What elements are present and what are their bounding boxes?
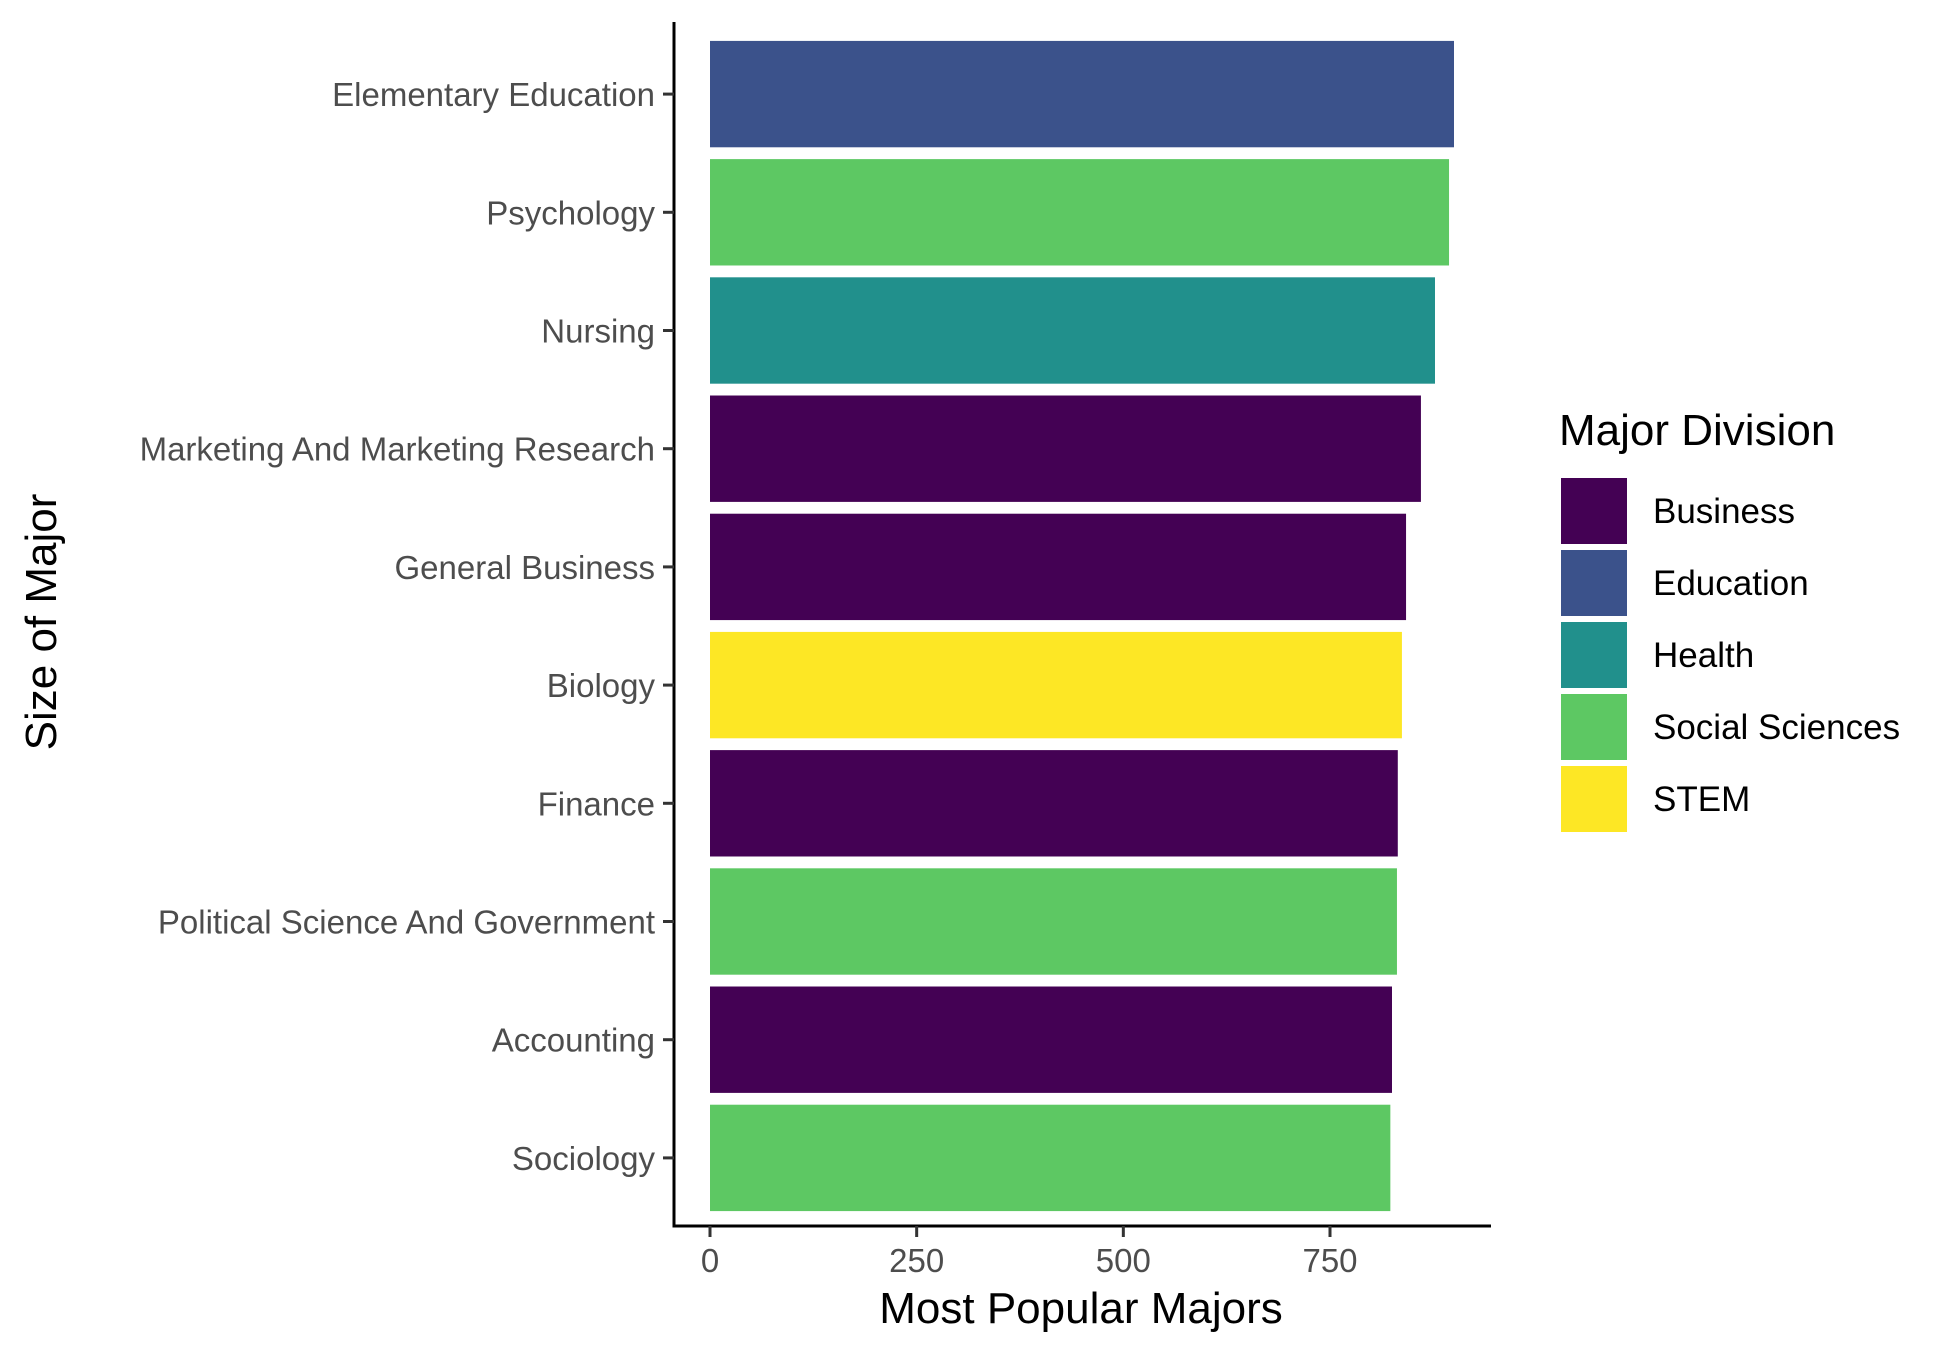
y-tick-label: Accounting <box>492 1022 655 1059</box>
y-tick-label: General Business <box>395 549 655 586</box>
bar <box>710 513 1407 621</box>
x-axis-ticks: 0 250 500 750 <box>701 1226 1358 1279</box>
legend-items: Business Education Health Social Sciences ST… <box>1561 478 1900 832</box>
legend-swatch <box>1561 766 1627 832</box>
bars-layer <box>710 40 1454 1212</box>
bar <box>710 395 1421 502</box>
x-axis-title: Most Popular Majors <box>879 1284 1282 1333</box>
legend-label: Business <box>1653 492 1795 531</box>
legend-swatch <box>1561 478 1627 544</box>
y-tick-label: Elementary Education <box>332 76 655 113</box>
y-tick-label: Marketing And Marketing Research <box>140 431 655 468</box>
y-axis-title: Size of Major <box>17 494 66 751</box>
y-tick-label: Sociology <box>512 1140 656 1177</box>
x-tick-label: 500 <box>1096 1242 1151 1279</box>
legend-label: Social Sciences <box>1653 708 1900 747</box>
bar <box>710 277 1435 384</box>
bar <box>710 868 1397 975</box>
legend: Major Division Business Education Health So… <box>1559 406 1900 832</box>
y-axis-ticks: Elementary Education Psychology Nursing Mar… <box>140 76 674 1177</box>
bar <box>710 631 1402 739</box>
bar <box>710 159 1450 266</box>
legend-swatch <box>1561 622 1627 688</box>
y-tick-label: Psychology <box>486 194 655 231</box>
bar <box>710 1104 1391 1212</box>
y-tick-label: Political Science And Government <box>158 904 655 941</box>
y-tick-label: Nursing <box>541 313 655 350</box>
bar <box>710 40 1454 148</box>
bar <box>710 750 1398 857</box>
x-tick-label: 250 <box>889 1242 944 1279</box>
legend-label: Health <box>1653 636 1754 675</box>
bar <box>710 986 1392 1093</box>
axes-layer <box>672 22 1491 1228</box>
legend-label: STEM <box>1653 780 1750 819</box>
x-tick-label: 750 <box>1302 1242 1357 1279</box>
legend-title: Major Division <box>1559 406 1835 455</box>
y-tick-label: Finance <box>538 785 655 822</box>
x-tick-label: 0 <box>701 1242 719 1279</box>
legend-swatch <box>1561 550 1627 616</box>
legend-label: Education <box>1653 564 1809 603</box>
y-tick-label: Biology <box>547 667 656 704</box>
legend-swatch <box>1561 694 1627 760</box>
